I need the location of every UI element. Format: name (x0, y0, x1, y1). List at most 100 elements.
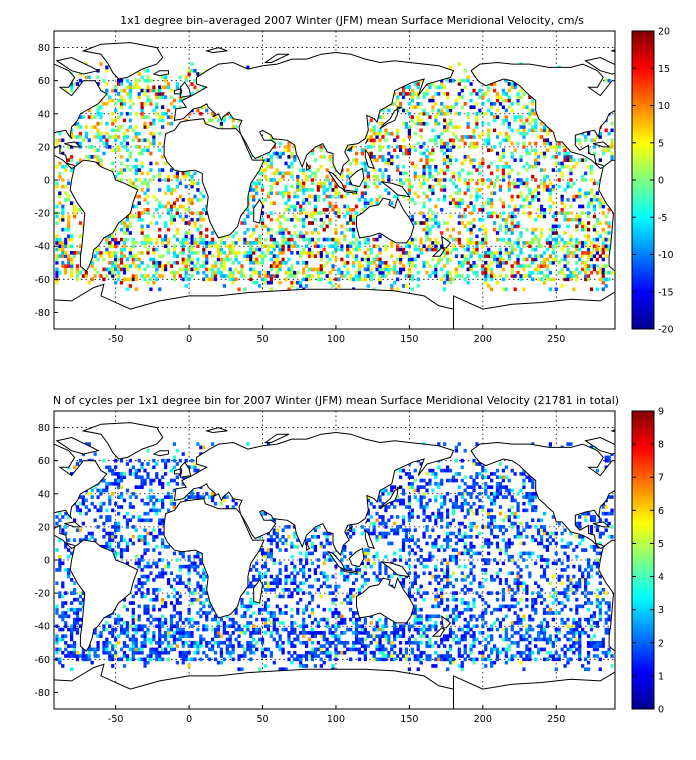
data-cell (61, 601, 65, 605)
data-cell (460, 660, 464, 665)
data-cell (516, 244, 520, 249)
data-cell (140, 151, 144, 156)
data-cell (125, 621, 130, 625)
data-cell (560, 267, 564, 272)
data-cell (460, 135, 464, 139)
data-cell (266, 280, 271, 285)
data-cell (184, 231, 188, 235)
data-cell (325, 207, 329, 212)
data-cell (340, 270, 344, 275)
data-cell (443, 637, 447, 642)
data-cell (196, 88, 200, 93)
data-cell (72, 644, 77, 648)
data-cell (84, 125, 88, 129)
data-cell (460, 214, 464, 219)
data-cell (554, 254, 558, 258)
data-cell (266, 178, 271, 182)
data-cell (316, 604, 320, 609)
data-cell (440, 184, 444, 189)
data-cell (302, 221, 306, 225)
data-cell (111, 267, 115, 272)
data-cell (78, 270, 83, 275)
data-cell (249, 650, 253, 655)
data-cell (372, 131, 376, 136)
data-cell (78, 131, 83, 136)
data-cell (193, 78, 197, 83)
data-cell (369, 145, 373, 149)
data-cell (513, 260, 517, 265)
data-cell (316, 621, 320, 625)
data-cell (578, 138, 582, 143)
data-cell (184, 584, 188, 589)
data-cell (146, 617, 150, 622)
data-cell (146, 237, 150, 242)
data-cell (266, 647, 271, 652)
data-cell (472, 597, 476, 602)
data-cell (175, 631, 179, 635)
data-cell (466, 181, 470, 186)
data-cell (401, 624, 406, 629)
data-cell (281, 151, 285, 156)
data-cell (554, 241, 558, 245)
data-cell (117, 617, 121, 622)
data-cell (519, 95, 523, 100)
data-cell (419, 607, 423, 612)
data-cell (316, 184, 320, 189)
data-cell (378, 627, 382, 632)
data-cell (152, 174, 156, 179)
data-cell (372, 650, 376, 655)
data-cell (196, 108, 200, 113)
data-cell (586, 617, 591, 622)
data-cell (255, 184, 259, 189)
data-cell (122, 231, 127, 235)
data-cell (363, 654, 367, 658)
data-cell (307, 214, 312, 219)
data-cell (325, 178, 329, 182)
data-cell (545, 621, 550, 625)
data-cell (495, 650, 500, 655)
data-cell (149, 178, 153, 182)
data-cell (469, 82, 473, 86)
data-cell (410, 640, 414, 645)
data-cell (187, 257, 191, 262)
colorbar-tick-label: 10 (658, 101, 670, 112)
data-cell (237, 634, 241, 638)
data-cell (469, 627, 473, 632)
data-cell (263, 158, 268, 162)
data-cell (481, 584, 485, 589)
data-cell (478, 241, 482, 245)
data-cell (146, 264, 150, 268)
data-cell (187, 254, 191, 258)
data-cell (460, 611, 464, 615)
data-cell (75, 627, 80, 632)
data-cell (448, 274, 453, 278)
data-cell (161, 118, 165, 123)
data-cell (466, 274, 470, 278)
data-cell (96, 128, 100, 133)
data-cell (72, 650, 77, 655)
data-cell (542, 251, 547, 255)
data-cell (125, 624, 130, 629)
data-cell (149, 650, 153, 655)
data-cell (434, 267, 438, 272)
data-cell (460, 168, 464, 172)
data-cell (158, 201, 162, 205)
data-cell (114, 148, 118, 153)
data-cell (451, 657, 456, 662)
data-cell (396, 257, 400, 262)
data-cell (117, 267, 121, 272)
data-cell (440, 257, 444, 262)
data-cell (586, 634, 591, 638)
data-cell (401, 654, 406, 658)
data-cell (93, 125, 97, 129)
data-cell (290, 280, 294, 285)
data-cell (563, 217, 567, 222)
data-cell (537, 264, 541, 268)
data-cell (351, 158, 356, 162)
data-cell (504, 224, 508, 229)
data-cell (169, 121, 174, 126)
data-cell (607, 148, 611, 153)
data-cell (128, 111, 132, 116)
data-cell (187, 664, 191, 668)
data-cell (410, 257, 414, 262)
